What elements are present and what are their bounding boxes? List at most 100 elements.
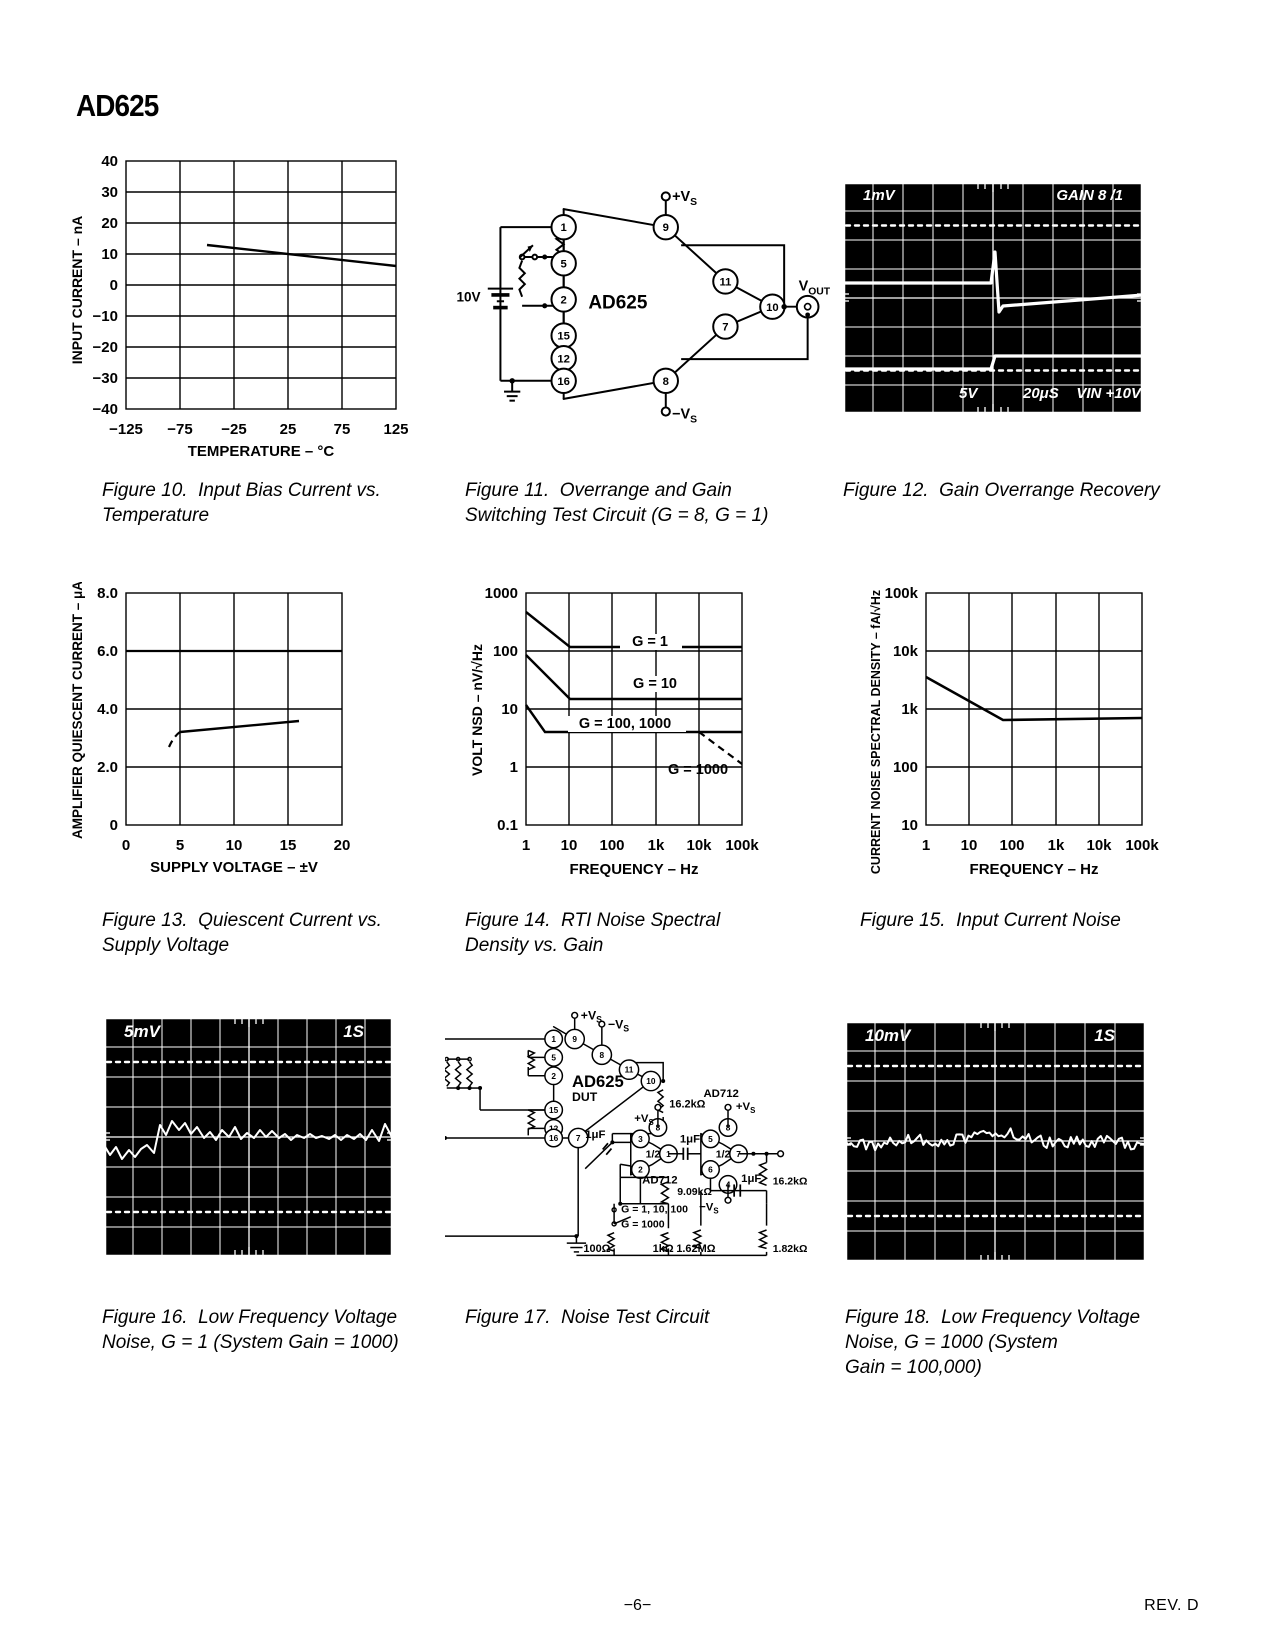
svg-text:G = 10: G = 10 [633, 676, 677, 692]
svg-text:1k: 1k [1048, 837, 1065, 854]
svg-text:AD625: AD625 [572, 1072, 624, 1091]
svg-text:9: 9 [663, 222, 669, 234]
svg-text:1: 1 [922, 837, 930, 854]
svg-text:6.0: 6.0 [97, 643, 118, 660]
svg-text:2.0: 2.0 [97, 759, 118, 776]
svg-text:−VS: −VS [699, 1202, 718, 1216]
svg-text:−75: −75 [167, 421, 192, 438]
svg-text:AD625: AD625 [588, 293, 647, 314]
svg-text:1k: 1k [648, 837, 665, 854]
svg-text:10k: 10k [893, 643, 919, 660]
svg-text:10: 10 [646, 1076, 656, 1086]
svg-text:−25: −25 [221, 421, 246, 438]
svg-text:100: 100 [493, 643, 518, 660]
svg-text:11: 11 [719, 276, 731, 288]
svg-text:1: 1 [551, 1034, 556, 1044]
svg-text:0.1: 0.1 [497, 817, 518, 834]
svg-text:1kΩ: 1kΩ [653, 1243, 674, 1255]
svg-text:16: 16 [557, 376, 570, 388]
svg-text:FREQUENCY – Hz: FREQUENCY – Hz [970, 861, 1099, 878]
svg-text:10: 10 [961, 837, 978, 854]
svg-text:6: 6 [708, 1165, 713, 1175]
svg-text:7: 7 [722, 322, 728, 334]
svg-text:−125: −125 [109, 421, 143, 438]
svg-text:10: 10 [101, 246, 118, 263]
svg-text:VOLT NSD – nV/√Hz: VOLT NSD – nV/√Hz [469, 644, 485, 776]
svg-text:+VS: +VS [634, 1113, 654, 1127]
svg-text:7: 7 [576, 1133, 581, 1143]
svg-text:25: 25 [280, 421, 297, 438]
svg-text:40: 40 [101, 153, 118, 170]
svg-text:100k: 100k [885, 585, 919, 602]
svg-text:100: 100 [599, 837, 624, 854]
svg-text:1/2: 1/2 [716, 1148, 731, 1160]
svg-text:+VS: +VS [672, 189, 697, 208]
svg-text:1k: 1k [901, 701, 918, 718]
svg-text:100: 100 [999, 837, 1024, 854]
svg-text:11: 11 [625, 1065, 634, 1075]
svg-text:1μF: 1μF [585, 1129, 605, 1141]
svg-text:15: 15 [549, 1105, 559, 1115]
svg-text:10k: 10k [1086, 837, 1112, 854]
svg-text:1S: 1S [343, 1022, 364, 1041]
svg-text:SUPPLY VOLTAGE – ±V: SUPPLY VOLTAGE – ±V [150, 859, 318, 876]
svg-text:G = 1000: G = 1000 [668, 762, 728, 778]
svg-text:16.2kΩ: 16.2kΩ [773, 1175, 808, 1187]
svg-text:5: 5 [708, 1134, 713, 1144]
svg-text:10: 10 [226, 837, 243, 854]
svg-text:10mV: 10mV [865, 1026, 912, 1045]
svg-text:0: 0 [110, 817, 118, 834]
svg-text:−30: −30 [93, 370, 118, 387]
svg-text:VIN +10V: VIN +10V [1076, 385, 1143, 402]
svg-text:100: 100 [893, 759, 918, 776]
svg-text:100k: 100k [1125, 837, 1159, 854]
svg-text:1μF: 1μF [680, 1133, 700, 1145]
svg-text:20: 20 [101, 215, 118, 232]
svg-text:G = 1, 10, 100: G = 1, 10, 100 [621, 1203, 688, 1215]
svg-text:AD712: AD712 [703, 1088, 738, 1100]
svg-text:AD712: AD712 [642, 1175, 677, 1187]
svg-text:100Ω: 100Ω [583, 1243, 610, 1255]
svg-text:5mV: 5mV [124, 1022, 162, 1041]
svg-text:2: 2 [638, 1165, 643, 1175]
svg-text:GAIN 8 /1: GAIN 8 /1 [1056, 187, 1123, 204]
svg-text:12: 12 [557, 353, 570, 365]
svg-text:1.82kΩ: 1.82kΩ [773, 1243, 808, 1255]
svg-text:DUT: DUT [572, 1090, 598, 1104]
svg-text:FREQUENCY – Hz: FREQUENCY – Hz [570, 861, 699, 878]
svg-text:−20: −20 [93, 339, 118, 356]
svg-text:+VS: +VS [581, 1009, 602, 1025]
svg-text:10V: 10V [456, 289, 480, 304]
svg-text:0: 0 [110, 277, 118, 294]
svg-text:−VS: −VS [608, 1017, 629, 1033]
svg-text:16.2kΩ: 16.2kΩ [669, 1098, 705, 1110]
svg-text:8: 8 [663, 376, 669, 388]
svg-text:9: 9 [572, 1034, 577, 1044]
svg-text:10k: 10k [686, 837, 712, 854]
svg-text:INPUT CURRENT – nA: INPUT CURRENT – nA [69, 216, 85, 365]
svg-text:1/2: 1/2 [646, 1148, 661, 1160]
svg-text:1mV: 1mV [863, 187, 897, 204]
svg-text:9.09kΩ: 9.09kΩ [677, 1186, 712, 1198]
svg-text:0: 0 [122, 837, 130, 854]
svg-text:5: 5 [561, 258, 567, 270]
svg-text:10: 10 [561, 837, 578, 854]
svg-text:−10: −10 [93, 308, 118, 325]
svg-text:1: 1 [510, 759, 518, 776]
svg-text:15: 15 [557, 331, 570, 343]
svg-text:AMPLIFIER QUIESCENT CURRENT –: AMPLIFIER QUIESCENT CURRENT – μA [70, 582, 85, 839]
svg-text:5: 5 [551, 1052, 556, 1062]
svg-text:20μS: 20μS [1022, 385, 1059, 402]
svg-text:10: 10 [901, 817, 918, 834]
svg-text:VOUT: VOUT [799, 278, 831, 297]
svg-text:3: 3 [638, 1134, 643, 1144]
svg-text:8: 8 [600, 1050, 605, 1060]
svg-text:G = 1000: G = 1000 [621, 1218, 665, 1230]
svg-text:1: 1 [522, 837, 530, 854]
svg-text:CURRENT NOISE SPECTRAL DENSITY: CURRENT NOISE SPECTRAL DENSITY – fA/√Hz [869, 590, 883, 874]
svg-text:10: 10 [501, 701, 518, 718]
svg-text:−VS: −VS [672, 407, 697, 426]
svg-text:1: 1 [561, 222, 567, 234]
svg-text:1S: 1S [1094, 1026, 1115, 1045]
svg-text:10: 10 [766, 302, 779, 314]
